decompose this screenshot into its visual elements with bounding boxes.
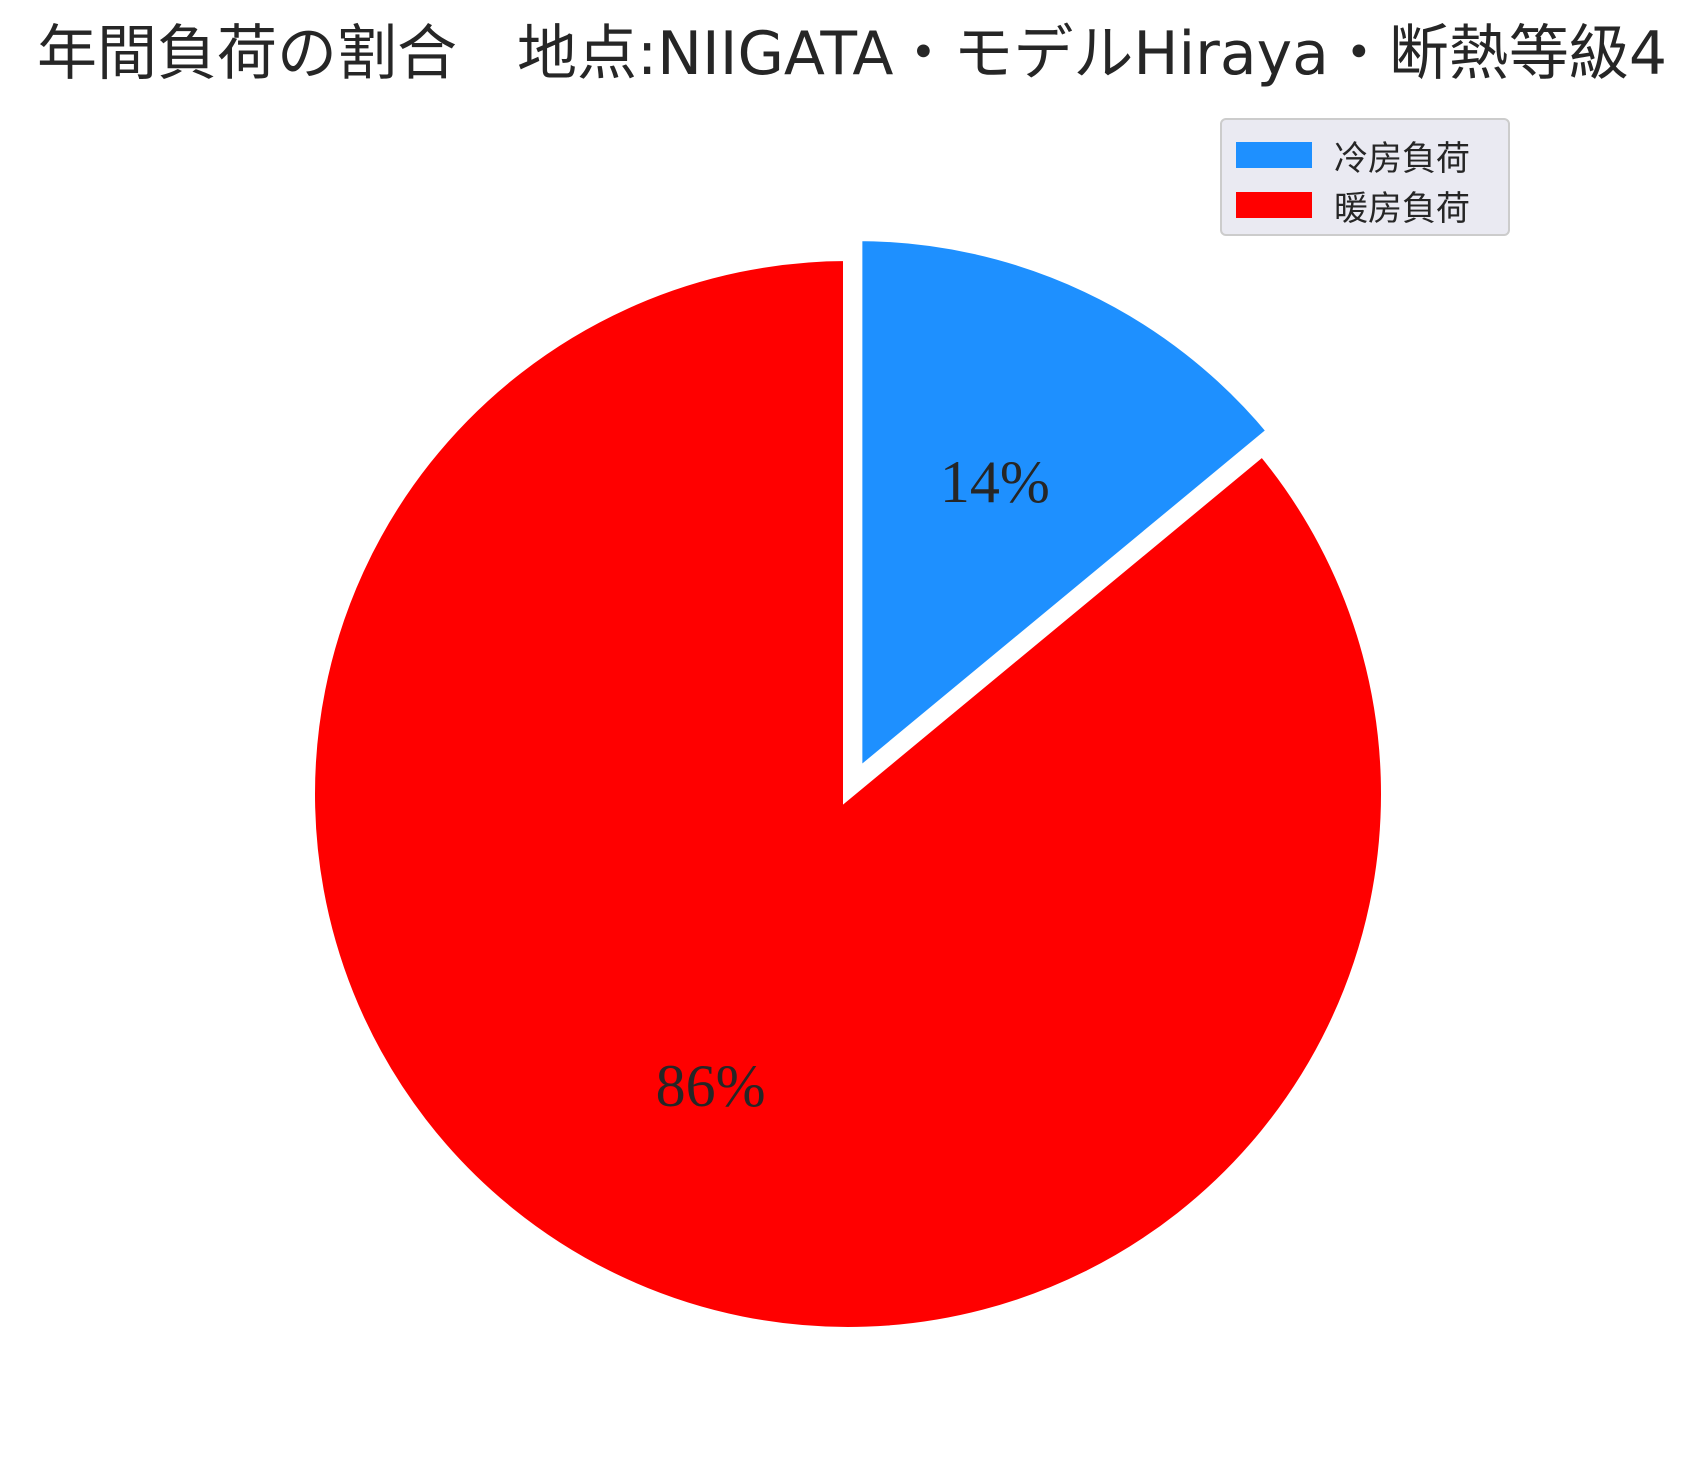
legend-label-heating: 暖房負荷 [1334,188,1470,229]
legend-swatch-heating [1236,192,1312,218]
pie-slice-cooling [852,231,1279,785]
pie-labels: 14% 86% [656,449,1050,1119]
legend-item-cooling: 冷房負荷 [1236,130,1494,180]
pie-slices [305,231,1391,1337]
pie-slice-heating [305,250,1391,1337]
legend-swatch-cooling [1236,142,1312,168]
pie-label-heating: 86% [656,1053,766,1119]
pie-label-cooling: 14% [940,449,1050,515]
legend-item-heating: 暖房負荷 [1236,180,1494,230]
chart-title: 年間負荷の割合 地点:NIIGATA・モデルHiraya・断熱等級4 [36,19,1668,89]
legend: 冷房負荷 暖房負荷 [1220,118,1510,236]
legend-label-cooling: 冷房負荷 [1334,138,1470,179]
